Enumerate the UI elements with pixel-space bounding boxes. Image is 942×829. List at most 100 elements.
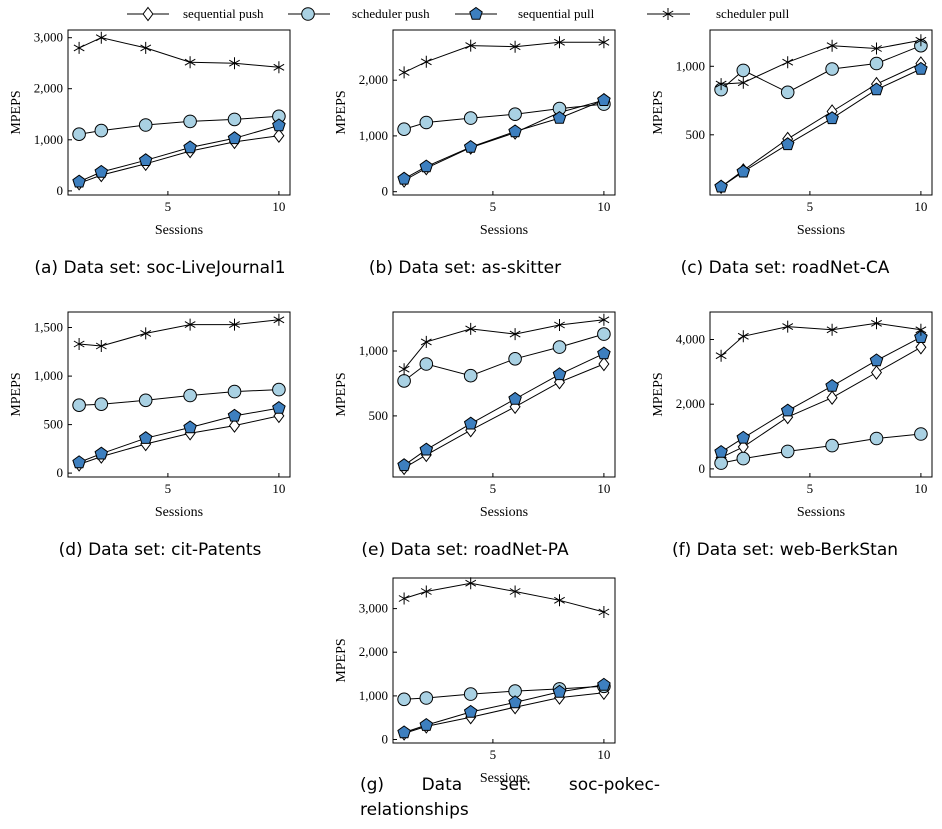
chart-panel-d: 0 500 1,000 1,500 5 10 Sessions MPEPS [0,282,300,532]
data-point-sequential-pull [463,416,478,430]
data-point-sequential-pull [869,82,884,96]
circle-icon [301,7,315,21]
y-tick-label: 2,000 [359,644,388,659]
x-tick-label: 5 [490,199,497,214]
data-point-sequential-pull [597,677,611,691]
data-point-sequential-pull [825,378,839,392]
chart-panel-g: 0 1,000 2,000 3,000 5 10 Sessions MPEPS [325,548,625,798]
data-point-scheduler-push [227,112,242,127]
data-point-sequential-pull [552,110,567,124]
data-point-sequential-push [870,365,883,380]
chart-panel-f: 0 2,000 4,000 5 10 Sessions MPEPS [642,282,942,532]
data-point-sequential-push [273,128,285,144]
data-point-sequential-pull [736,164,751,178]
caption-g: (g) Data set: soc-pokec-relationships [360,775,660,820]
data-point-scheduler-pull [737,330,749,343]
data-point-sequential-pull [914,330,928,343]
series-line-scheduler-push [403,333,605,382]
plot-frame [709,311,933,478]
y-tick-label: 1,000 [359,688,388,703]
x-axis-label: Sessions [155,223,203,238]
data-point-scheduler-pull [915,34,927,47]
data-point-sequential-push [915,339,927,355]
y-axis-label: MPEPS [651,90,666,134]
caption-d: (d) Data set: cit-Patents [58,540,262,560]
chart-panel-b: 0 1,000 2,000 5 10 Sessions MPEPS [325,0,625,250]
y-tick-label: 500 [686,127,706,142]
data-point-scheduler-push [138,118,153,132]
data-point-sequential-pull [780,137,795,151]
data-point-scheduler-pull [782,320,794,333]
data-point-sequential-pull [272,118,286,132]
series-line-scheduler-pull [79,319,279,347]
data-point-sequential-pull [508,124,522,138]
data-point-sequential-pull [714,444,728,458]
y-tick-label: 0 [382,732,389,747]
data-point-scheduler-pull [465,322,477,335]
data-point-scheduler-pull [826,323,838,336]
series-line-scheduler-push [79,115,279,135]
data-point-sequential-pull [508,391,522,405]
data-point-scheduler-pull [420,585,432,598]
y-axis-label: MPEPS [9,90,24,134]
data-point-sequential-pull [869,353,884,367]
data-point-scheduler-pull [598,606,610,618]
y-axis-label: MPEPS [334,90,349,134]
plot-frame [709,29,933,196]
y-tick-label: 0 [699,461,706,476]
data-point-sequential-pull [825,111,839,125]
data-point-scheduler-pull [509,40,521,53]
caption-f: (f) Data set: web-BerkStan [671,540,899,560]
data-point-scheduler-pull [398,66,410,79]
data-point-sequential-pull [72,174,86,188]
data-point-scheduler-push [780,85,795,100]
data-point-sequential-pull [736,430,751,444]
data-point-sequential-pull [463,139,478,153]
data-point-sequential-pull [183,420,197,434]
data-point-scheduler-pull [871,42,882,55]
data-point-scheduler-pull [73,338,85,350]
caption-e: (e) Data set: roadNet-PA [361,540,569,560]
x-axis-label: Sessions [797,223,845,238]
y-tick-label: 500 [44,417,64,432]
data-point-sequential-pull [94,164,109,178]
data-point-scheduler-pull [420,335,432,348]
data-point-scheduler-pull [140,327,152,340]
data-point-scheduler-push [508,352,522,366]
diamond-icon [142,6,154,22]
data-point-sequential-pull [227,131,242,145]
data-point-scheduler-pull [715,78,727,91]
data-point-scheduler-push [780,444,795,459]
data-point-sequential-pull [138,431,153,444]
chart-g-plot: 0 1,000 2,000 3,000 5 10 Sessions MPEPS [334,577,616,786]
legend-item: sequential pull [455,6,595,21]
x-axis-label: Sessions [155,505,203,520]
data-point-sequential-pull [508,695,522,709]
y-tick-label: 1,000 [676,58,705,73]
caption-b: (b) Data set: as-skitter [368,258,562,278]
series-line-scheduler-pull [403,319,604,370]
chart-panel-c: 500 1,000 5 10 Sessions MPEPS [642,0,942,250]
y-tick-label: 0 [382,184,389,199]
pentagon-icon [469,6,483,20]
y-tick-label: 1,000 [34,368,63,383]
data-point-sequential-push [598,356,610,372]
series-line-sequential-push [78,415,280,465]
data-point-sequential-pull [552,367,567,381]
x-tick-label: 5 [807,481,814,496]
legend-label: scheduler pull [716,6,790,21]
y-tick-label: 2,000 [676,396,705,411]
data-point-sequential-pull [138,153,153,166]
data-point-sequential-pull [914,61,928,75]
x-tick-label: 5 [165,199,172,214]
data-point-sequential-pull [597,93,611,106]
data-point-scheduler-push [914,427,928,441]
data-point-sequential-push [228,418,241,433]
data-point-sequential-pull [463,704,478,718]
chart-f-plot: 0 2,000 4,000 5 10 Sessions MPEPS [651,311,933,520]
data-point-sequential-pull [94,446,109,460]
series-line-scheduler-pull [721,39,921,85]
data-point-scheduler-pull [915,323,927,336]
data-point-scheduler-push [72,127,86,141]
data-point-scheduler-pull [273,313,285,326]
